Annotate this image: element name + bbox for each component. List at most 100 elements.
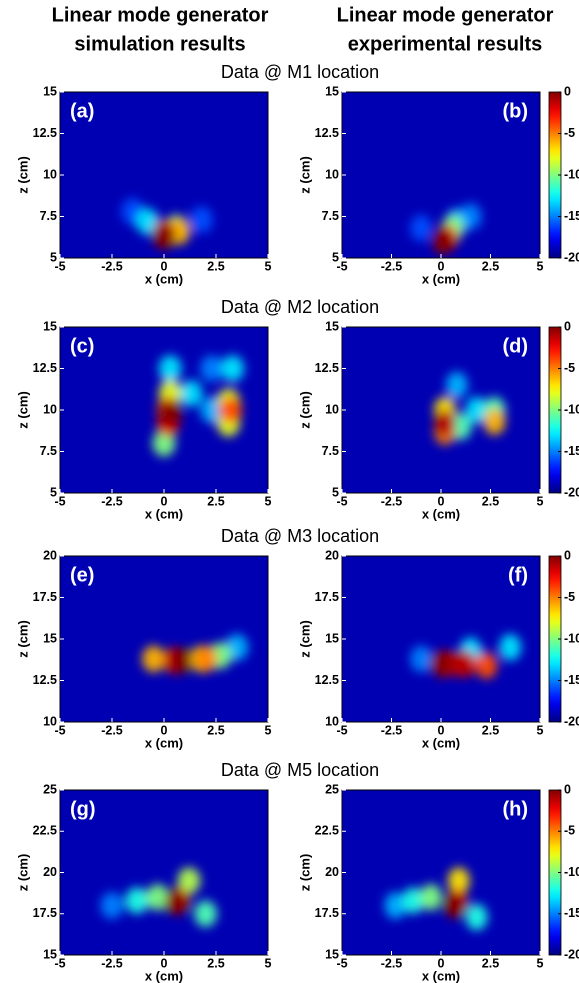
y-tick-label: 7.5 xyxy=(322,444,339,458)
x-tick-label: -2.5 xyxy=(101,259,123,273)
colorbar-tick-label: -20 xyxy=(564,714,579,728)
heat-spot xyxy=(420,884,442,911)
y-tick-label: 10 xyxy=(43,167,57,181)
x-tick-label: 2.5 xyxy=(207,494,224,508)
heat-spot xyxy=(158,355,182,382)
heat-spot xyxy=(146,884,170,911)
row-title: Data @ M5 location xyxy=(221,760,379,780)
heat-spot xyxy=(475,652,498,679)
heat-spot xyxy=(100,892,124,919)
column-header: Linear mode generator xyxy=(337,4,554,26)
y-tick-label: 17.5 xyxy=(33,906,57,920)
colorbar-tick-label: -5 xyxy=(564,361,575,375)
x-axis-label: x (cm) xyxy=(145,271,183,286)
y-tick-label: 7.5 xyxy=(40,209,57,223)
x-tick-label: -5 xyxy=(336,494,347,508)
heatmap xyxy=(342,327,540,493)
heat-spot xyxy=(483,408,506,435)
x-tick-label: 2.5 xyxy=(482,723,499,737)
y-tick-label: 20 xyxy=(43,865,57,879)
heatmap-background xyxy=(342,790,540,955)
x-tick-label: 5 xyxy=(537,259,544,273)
x-tick-label: 0 xyxy=(438,723,445,737)
heat-spot xyxy=(434,410,456,437)
heat-spot xyxy=(221,355,245,382)
y-tick-label: 12.5 xyxy=(33,126,57,140)
spots xyxy=(100,867,218,927)
x-tick-label: 0 xyxy=(438,956,445,970)
y-tick-label: 15 xyxy=(325,84,339,98)
y-tick-label: 17.5 xyxy=(315,906,339,920)
y-tick-label: 5 xyxy=(50,485,57,499)
y-tick-label: 15 xyxy=(43,319,57,333)
colorbar-tick-label: -10 xyxy=(564,167,579,181)
heat-spot xyxy=(194,645,218,673)
x-tick-label: 5 xyxy=(265,723,272,737)
heat-spot xyxy=(443,892,466,919)
colorbar-tick-label: -10 xyxy=(564,402,579,416)
x-axis-label: x (cm) xyxy=(422,968,460,983)
y-tick-label: 25 xyxy=(325,782,339,796)
panel-label: (b) xyxy=(502,100,528,122)
heatmap xyxy=(60,327,268,493)
heat-spot xyxy=(447,867,470,894)
y-tick-label: 17.5 xyxy=(33,590,57,604)
colorbar-tick-label: -15 xyxy=(564,444,579,458)
y-tick-label: 22.5 xyxy=(33,824,57,838)
panel-label: (c) xyxy=(70,335,94,357)
row-title: Data @ M2 location xyxy=(221,297,379,317)
y-tick-label: 12.5 xyxy=(33,673,57,687)
heat-spot xyxy=(432,228,454,255)
spots xyxy=(121,198,213,250)
x-tick-label: -5 xyxy=(54,956,65,970)
colorbar-tick-label: -5 xyxy=(564,126,575,140)
heat-spot xyxy=(135,208,159,235)
y-tick-label: 15 xyxy=(43,947,57,961)
spots xyxy=(434,371,506,445)
x-tick-label: 5 xyxy=(265,259,272,273)
y-tick-label: 10 xyxy=(325,167,339,181)
y-tick-label: 22.5 xyxy=(315,824,339,838)
x-tick-label: 2.5 xyxy=(207,723,224,737)
y-tick-label: 7.5 xyxy=(40,444,57,458)
heat-spot xyxy=(445,371,468,399)
y-tick-label: 15 xyxy=(325,947,339,961)
heat-spot xyxy=(402,887,425,914)
x-tick-label: -2.5 xyxy=(101,956,123,970)
column-header: experimental results xyxy=(348,33,543,55)
x-axis-label: x (cm) xyxy=(145,968,183,983)
x-tick-label: -2.5 xyxy=(101,723,123,737)
x-tick-label: 5 xyxy=(537,494,544,508)
heat-spot xyxy=(158,400,182,427)
row-title: Data @ M3 location xyxy=(221,526,379,546)
x-tick-label: 0 xyxy=(161,494,168,508)
y-axis-label: z (cm) xyxy=(297,156,312,194)
heat-spot xyxy=(142,645,166,673)
x-tick-label: 2.5 xyxy=(482,259,499,273)
panel-label: (d) xyxy=(502,335,528,357)
heatmap-background xyxy=(60,790,268,955)
colorbar-tick-label: 0 xyxy=(564,782,571,796)
spots xyxy=(410,634,522,679)
x-tick-label: 0 xyxy=(438,259,445,273)
heat-spot xyxy=(177,867,201,894)
heat-spot xyxy=(169,647,193,674)
y-tick-label: 7.5 xyxy=(322,209,339,223)
x-tick-label: -2.5 xyxy=(381,956,403,970)
y-tick-label: 5 xyxy=(332,485,339,499)
x-tick-label: 0 xyxy=(161,956,168,970)
x-tick-label: -5 xyxy=(54,259,65,273)
spots xyxy=(410,203,482,255)
heatmap xyxy=(342,92,540,258)
x-tick-label: -2.5 xyxy=(381,259,403,273)
y-tick-label: 15 xyxy=(325,319,339,333)
x-tick-label: -2.5 xyxy=(381,723,403,737)
y-axis-label: z (cm) xyxy=(297,854,312,892)
x-tick-label: 2.5 xyxy=(207,259,224,273)
x-tick-label: 0 xyxy=(438,494,445,508)
heat-spot xyxy=(499,634,522,661)
y-tick-label: 5 xyxy=(50,250,57,264)
heatmap xyxy=(342,790,540,955)
spots xyxy=(384,867,488,931)
row-title: Data @ M1 location xyxy=(221,62,379,82)
